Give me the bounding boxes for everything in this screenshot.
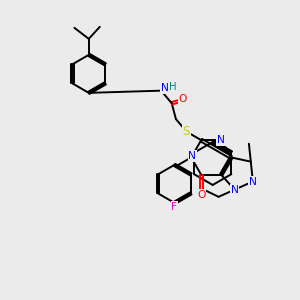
Text: N: N: [188, 151, 196, 161]
Text: O: O: [197, 190, 206, 200]
Text: S: S: [183, 125, 190, 138]
Text: H: H: [169, 82, 176, 92]
Text: F: F: [172, 202, 178, 212]
Text: N: N: [249, 176, 257, 187]
Text: N: N: [231, 185, 239, 195]
Text: N: N: [161, 83, 169, 93]
Text: O: O: [178, 94, 187, 104]
Text: N: N: [217, 135, 225, 145]
